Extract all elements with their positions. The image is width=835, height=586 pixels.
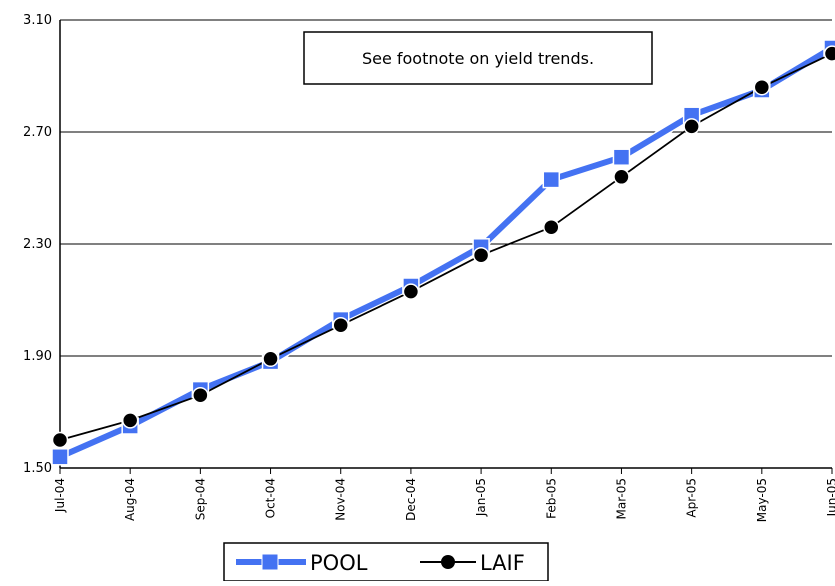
legend: POOL LAIF bbox=[224, 543, 548, 581]
laif-point bbox=[825, 46, 835, 61]
laif-point bbox=[614, 169, 629, 184]
legend-laif-marker bbox=[441, 555, 455, 569]
x-tick-label: Mar-05 bbox=[614, 478, 628, 519]
laif-point bbox=[333, 318, 348, 333]
y-tick-label: 2.30 bbox=[23, 237, 52, 252]
x-tick-label: Sep-04 bbox=[193, 478, 207, 520]
laif-point bbox=[263, 351, 278, 366]
x-tick-label: Dec-04 bbox=[404, 478, 418, 521]
y-tick-label: 1.90 bbox=[23, 349, 52, 364]
laif-point bbox=[754, 80, 769, 95]
x-tick-label: May-05 bbox=[755, 478, 769, 522]
legend-pool-label: POOL bbox=[310, 551, 368, 575]
y-tick-label: 3.10 bbox=[23, 13, 52, 28]
legend-pool-marker bbox=[262, 554, 278, 570]
x-tick-label: Apr-05 bbox=[685, 478, 699, 518]
series-layer bbox=[52, 40, 835, 465]
x-tick-label: Jun-05 bbox=[825, 478, 835, 517]
laif-point bbox=[193, 388, 208, 403]
x-tick-label: Jul-04 bbox=[53, 478, 67, 513]
annotation-text: See footnote on yield trends. bbox=[362, 49, 594, 68]
x-tick-label: Nov-04 bbox=[334, 478, 348, 521]
pool-line bbox=[60, 48, 832, 457]
annotation-box: See footnote on yield trends. bbox=[304, 32, 652, 84]
laif-point bbox=[53, 433, 68, 448]
legend-laif-label: LAIF bbox=[480, 551, 525, 575]
y-tick-label: 1.50 bbox=[23, 461, 52, 476]
pool-point bbox=[52, 449, 68, 465]
pool-point bbox=[613, 149, 629, 165]
x-tick-label: Aug-04 bbox=[123, 478, 137, 521]
x-tick-label: Jan-05 bbox=[474, 478, 488, 517]
x-tick-label: Feb-05 bbox=[544, 478, 558, 519]
pool-point bbox=[543, 172, 559, 188]
y-tick-label: 2.70 bbox=[23, 125, 52, 140]
laif-point bbox=[123, 413, 138, 428]
laif-point bbox=[544, 220, 559, 235]
laif-point bbox=[403, 284, 418, 299]
laif-point bbox=[684, 119, 699, 134]
x-tick-label: Oct-04 bbox=[264, 478, 278, 518]
laif-point bbox=[474, 248, 489, 263]
axis-layer: 1.50 1.90 2.30 2.70 3.10 Jul-04 Aug-04 Sep-04 Oc… bbox=[23, 13, 835, 522]
laif-line bbox=[60, 54, 832, 440]
